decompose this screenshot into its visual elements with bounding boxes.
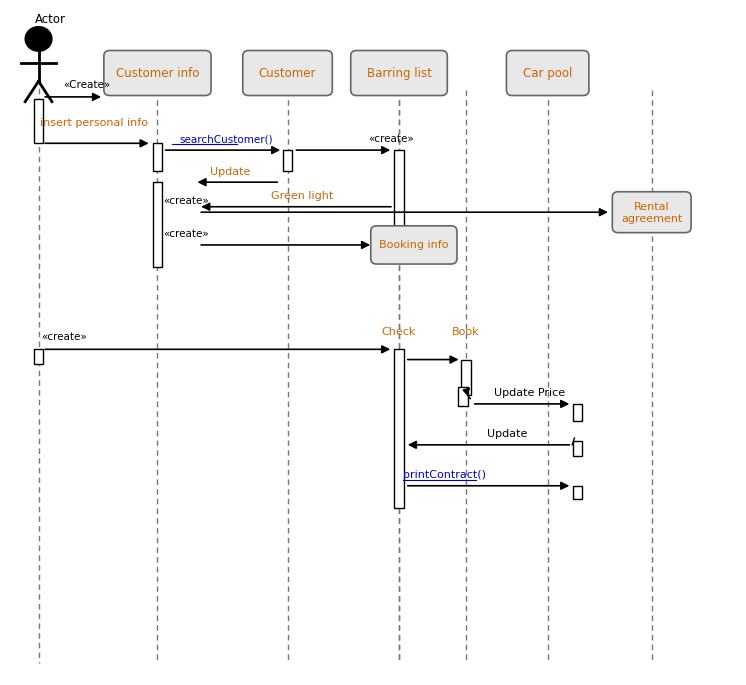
Text: Car pool: Car pool — [523, 66, 572, 79]
Text: Update: Update — [486, 429, 527, 439]
Text: Book: Book — [452, 327, 480, 336]
Text: Update Price: Update Price — [494, 388, 565, 398]
FancyBboxPatch shape — [34, 349, 43, 364]
Text: «Create»: «Create» — [63, 79, 110, 90]
FancyBboxPatch shape — [153, 182, 163, 267]
FancyBboxPatch shape — [351, 51, 448, 95]
Text: Rental: Rental — [634, 202, 669, 212]
Text: Barring list: Barring list — [366, 66, 431, 79]
FancyBboxPatch shape — [104, 51, 211, 95]
Text: agreement: agreement — [621, 214, 683, 224]
Text: Update: Update — [210, 167, 250, 177]
FancyBboxPatch shape — [612, 192, 691, 233]
Text: insert personal info: insert personal info — [40, 118, 148, 128]
Text: printContract(): printContract() — [403, 470, 486, 480]
Text: Customer info: Customer info — [116, 66, 199, 79]
Text: Actor: Actor — [35, 12, 66, 25]
Text: Customer: Customer — [259, 66, 316, 79]
FancyBboxPatch shape — [371, 226, 457, 264]
Text: Green light: Green light — [271, 191, 333, 201]
FancyBboxPatch shape — [394, 150, 404, 227]
Circle shape — [25, 27, 52, 51]
FancyBboxPatch shape — [458, 387, 468, 406]
FancyBboxPatch shape — [283, 150, 292, 171]
FancyBboxPatch shape — [507, 51, 589, 95]
FancyBboxPatch shape — [573, 403, 582, 421]
FancyBboxPatch shape — [573, 440, 582, 456]
Text: «create»: «create» — [369, 134, 415, 145]
Text: Check: Check — [382, 327, 416, 336]
Text: searchCustomer(): searchCustomer() — [179, 134, 273, 145]
FancyBboxPatch shape — [461, 360, 471, 395]
FancyBboxPatch shape — [153, 143, 163, 171]
Text: «create»: «create» — [163, 229, 209, 239]
Text: «create»: «create» — [42, 332, 87, 342]
Text: Booking info: Booking info — [379, 240, 448, 250]
FancyBboxPatch shape — [242, 51, 332, 95]
FancyBboxPatch shape — [573, 486, 582, 499]
FancyBboxPatch shape — [394, 349, 404, 508]
Text: «create»: «create» — [163, 197, 209, 206]
FancyBboxPatch shape — [34, 99, 43, 143]
